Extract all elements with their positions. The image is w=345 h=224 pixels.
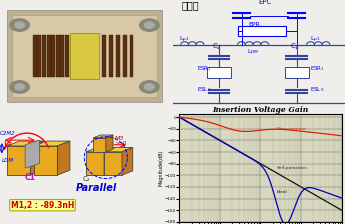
Polygon shape — [47, 35, 51, 77]
Text: ESR$_1$: ESR$_1$ — [197, 65, 211, 73]
Text: ESR$_1$: ESR$_1$ — [310, 65, 325, 73]
Text: M1,2 : -89.3nH: M1,2 : -89.3nH — [11, 201, 74, 210]
Polygon shape — [7, 141, 43, 146]
Text: C₂: C₂ — [82, 176, 90, 182]
Circle shape — [10, 81, 29, 93]
Text: M3: M3 — [115, 136, 124, 141]
Polygon shape — [65, 35, 69, 77]
Circle shape — [15, 84, 24, 90]
Polygon shape — [93, 135, 113, 138]
FancyBboxPatch shape — [7, 10, 162, 102]
Text: C$_1$: C$_1$ — [290, 42, 299, 52]
Circle shape — [145, 84, 154, 90]
Polygon shape — [57, 141, 70, 175]
Polygon shape — [109, 35, 113, 77]
Polygon shape — [37, 35, 41, 77]
Text: Measurement: Measurement — [277, 127, 306, 131]
Polygon shape — [104, 148, 115, 175]
FancyBboxPatch shape — [70, 33, 99, 79]
Polygon shape — [104, 148, 133, 152]
Polygon shape — [51, 35, 55, 77]
Polygon shape — [34, 141, 70, 146]
Polygon shape — [42, 35, 46, 77]
FancyBboxPatch shape — [207, 67, 231, 78]
Polygon shape — [106, 135, 113, 152]
Text: > 0: > 0 — [115, 141, 126, 146]
Text: EPR: EPR — [248, 22, 260, 27]
Text: Ideal: Ideal — [277, 190, 287, 194]
Text: LDM: LDM — [2, 158, 14, 163]
FancyBboxPatch shape — [12, 15, 157, 97]
Polygon shape — [130, 35, 134, 77]
Text: L$_{DM}$: L$_{DM}$ — [247, 47, 259, 56]
Text: C$_2$: C$_2$ — [212, 42, 222, 52]
Polygon shape — [60, 35, 65, 77]
Polygon shape — [102, 35, 106, 77]
Text: L$_{p1}$: L$_{p1}$ — [310, 35, 321, 45]
Text: C2M2: C2M2 — [0, 131, 16, 136]
Polygon shape — [104, 152, 122, 175]
Text: 磁耦合: 磁耦合 — [181, 0, 199, 10]
Title: Insertion Voltage Gain: Insertion Voltage Gain — [213, 106, 308, 114]
Text: ESL$_0$: ESL$_0$ — [310, 85, 325, 94]
Circle shape — [140, 81, 159, 93]
Polygon shape — [7, 146, 30, 175]
Polygon shape — [122, 148, 133, 175]
Polygon shape — [86, 152, 104, 175]
Polygon shape — [86, 148, 115, 152]
Text: Parallel: Parallel — [76, 183, 118, 193]
Y-axis label: Magnitude(dB): Magnitude(dB) — [159, 150, 164, 186]
Polygon shape — [56, 35, 60, 77]
FancyBboxPatch shape — [285, 67, 309, 78]
Circle shape — [140, 19, 159, 31]
Polygon shape — [25, 140, 39, 168]
Text: L$_{p1}$: L$_{p1}$ — [179, 35, 190, 45]
Circle shape — [15, 22, 24, 28]
Polygon shape — [93, 138, 106, 152]
Polygon shape — [116, 35, 120, 77]
Circle shape — [10, 19, 29, 31]
Text: C1: C1 — [25, 173, 36, 182]
Text: Self-parasitios: Self-parasitios — [277, 166, 307, 170]
Text: EPC: EPC — [259, 0, 272, 5]
Text: M1: M1 — [30, 147, 41, 152]
Polygon shape — [34, 146, 57, 175]
FancyBboxPatch shape — [238, 26, 286, 36]
Text: ESL$_2$: ESL$_2$ — [197, 85, 211, 94]
Circle shape — [145, 22, 154, 28]
Polygon shape — [33, 35, 37, 77]
Polygon shape — [30, 141, 43, 175]
Polygon shape — [123, 35, 127, 77]
